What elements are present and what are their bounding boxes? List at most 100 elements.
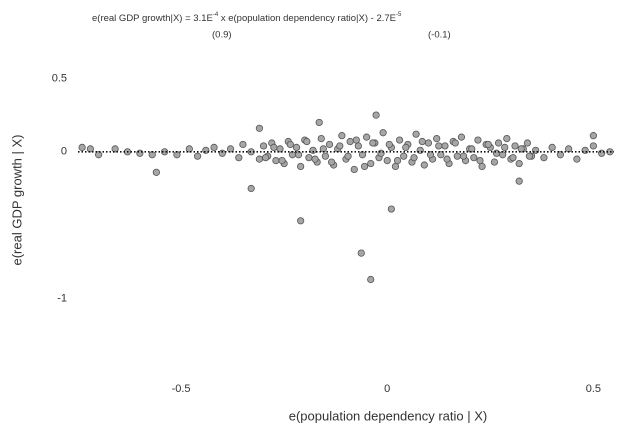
scatter-point: [367, 275, 375, 284]
scatter-point: [338, 132, 346, 140]
scatter-point: [525, 152, 534, 160]
scatter-point: [556, 151, 565, 159]
y-axis-title: e(real GDP growth | X): [9, 134, 24, 265]
scatter-point: [387, 205, 395, 213]
scatter-point: [95, 151, 103, 159]
scatter-point: [548, 143, 556, 151]
scatter-point: [395, 136, 404, 144]
equation-exponent: -5: [396, 12, 402, 18]
scatter-point: [433, 134, 441, 143]
scatter-point: [470, 154, 478, 162]
scatter-point: [235, 154, 243, 162]
scatter-point: [327, 158, 336, 166]
scatter-point: [354, 142, 362, 150]
x-axis-title: e(population dependency ratio | X): [289, 408, 488, 423]
scatter-point: [325, 140, 334, 149]
scatter-point: [540, 154, 548, 162]
scatter-point: [383, 157, 391, 165]
scatter-point: [523, 139, 532, 147]
scatter-point: [517, 145, 525, 153]
scatter-point: [111, 145, 119, 153]
scatter-point: [490, 158, 499, 166]
scatter-point: [247, 184, 255, 193]
scatter-point: [226, 145, 235, 153]
scatter-point: [372, 111, 380, 119]
scatter-point: [511, 142, 519, 150]
x-tick-label: 0.5: [586, 383, 601, 395]
scatter-point: [426, 151, 435, 159]
scatter-point: [385, 140, 393, 149]
scatter-point: [259, 142, 268, 150]
x-tick-label: -0.5: [172, 383, 191, 395]
scatter-point: [270, 143, 278, 151]
scatter-point: [468, 145, 476, 153]
scatter-point: [391, 162, 400, 171]
scatter-point: [589, 142, 597, 150]
scatter-point: [218, 149, 226, 157]
scatter-point: [297, 162, 305, 171]
scatter-point: [86, 145, 94, 153]
scatter-point: [78, 143, 86, 151]
scatter-point: [350, 165, 358, 174]
scatter-point: [478, 162, 486, 171]
scatter-point: [476, 157, 484, 165]
scatter-point: [136, 149, 144, 157]
scatter-point: [410, 154, 418, 162]
scatter-point: [278, 157, 286, 165]
scatter-point: [589, 132, 597, 140]
scatter-point: [272, 157, 280, 165]
scatter-point: [418, 137, 426, 146]
scatter-point: [311, 155, 319, 163]
scatter-point: [292, 143, 301, 151]
scatter-point: [360, 162, 369, 171]
scatter-point: [193, 152, 202, 160]
scatter-point: [435, 142, 443, 150]
scatter-point: [457, 133, 466, 141]
scatter-point: [573, 155, 581, 163]
scatter-point: [515, 177, 523, 185]
scatter-point: [515, 159, 523, 168]
scatter-point: [261, 154, 270, 162]
scatter-point: [459, 152, 468, 160]
scatter-point: [367, 159, 375, 168]
scatter-point: [437, 151, 445, 159]
scatter-point: [185, 145, 193, 153]
scatter-point: [336, 142, 344, 150]
scatter-point: [441, 142, 449, 150]
scatter-point: [210, 143, 218, 151]
scatter-point: [379, 129, 387, 137]
scatter-point: [344, 152, 352, 160]
scatter-point: [424, 139, 433, 147]
slope-se: (0.9): [212, 30, 232, 41]
scatter-point: [305, 154, 313, 162]
equation-exponent: -4: [213, 12, 219, 18]
scatter-point: [352, 136, 360, 144]
scatter-point: [239, 140, 247, 149]
scatter-point: [160, 148, 169, 156]
scatter-point: [453, 152, 461, 160]
equation: e(real GDP growth|X) = 3.1E-4 x e(popula…: [92, 12, 402, 24]
scatter-point: [369, 139, 377, 147]
intercept-se: (-0.1): [428, 30, 451, 41]
scatter-point: [317, 134, 325, 143]
scatter-point: [346, 137, 354, 146]
y-tick-label: 0.5: [52, 72, 67, 84]
equation-part: e(real GDP growth|X) = 3.1E: [92, 13, 213, 24]
scatter-point: [443, 155, 451, 163]
equation-part: x e(population dependency ratio|X) - 2.7…: [218, 13, 396, 24]
scatter-point: [400, 152, 408, 160]
scatter-point: [357, 249, 365, 257]
scatter-point: [393, 157, 402, 165]
scatter-point: [152, 168, 160, 176]
scatter-point: [494, 139, 503, 147]
scatter-point: [501, 143, 509, 151]
scatter-point: [503, 134, 511, 143]
scatter-point: [420, 161, 428, 169]
scatter-point: [363, 133, 371, 141]
scatter-point: [474, 136, 482, 144]
x-tick-label: 0: [384, 383, 390, 395]
scatter-point: [451, 139, 459, 147]
scatter-point: [321, 152, 329, 160]
y-tick-label: 0: [61, 146, 67, 158]
